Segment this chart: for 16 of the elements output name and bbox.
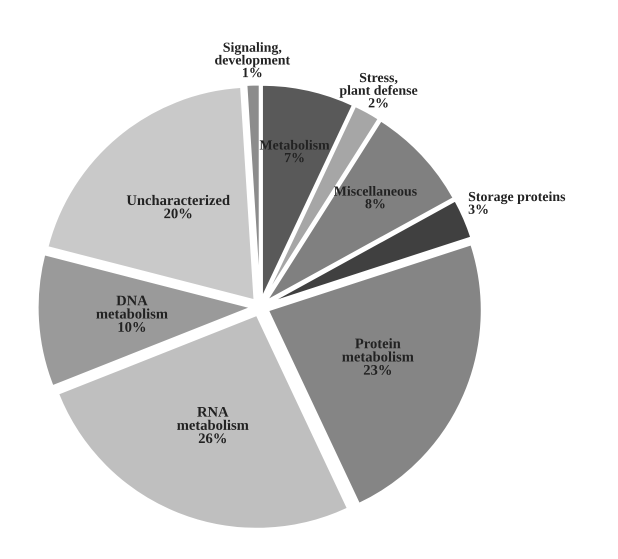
slice-label: RNA metabolism (177, 406, 249, 430)
slice-label: Stress, plant defense (340, 72, 418, 98)
slice-label: DNA metabolism (96, 296, 168, 319)
data-label: 2% (368, 98, 388, 108)
slice-label: Signaling, development (215, 42, 290, 68)
slice-label: Protein metabolism (342, 338, 414, 362)
data-label: 3% (468, 204, 488, 214)
data-label: 7% (284, 152, 304, 162)
data-label: 20% (164, 208, 192, 218)
slice-label: Uncharacterized (126, 194, 230, 206)
data-label: 26% (198, 433, 226, 444)
data-label: 1% (243, 68, 262, 78)
data-label: 10% (118, 322, 146, 332)
data-label: 8% (365, 199, 385, 208)
slice-label: Storage proteins (468, 191, 566, 204)
data-label: 23% (364, 364, 392, 375)
